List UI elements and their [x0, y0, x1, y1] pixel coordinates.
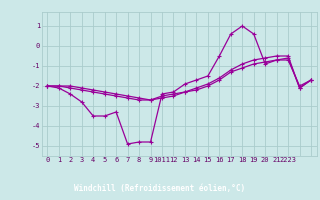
Text: Windchill (Refroidissement éolien,°C): Windchill (Refroidissement éolien,°C)	[75, 184, 245, 194]
